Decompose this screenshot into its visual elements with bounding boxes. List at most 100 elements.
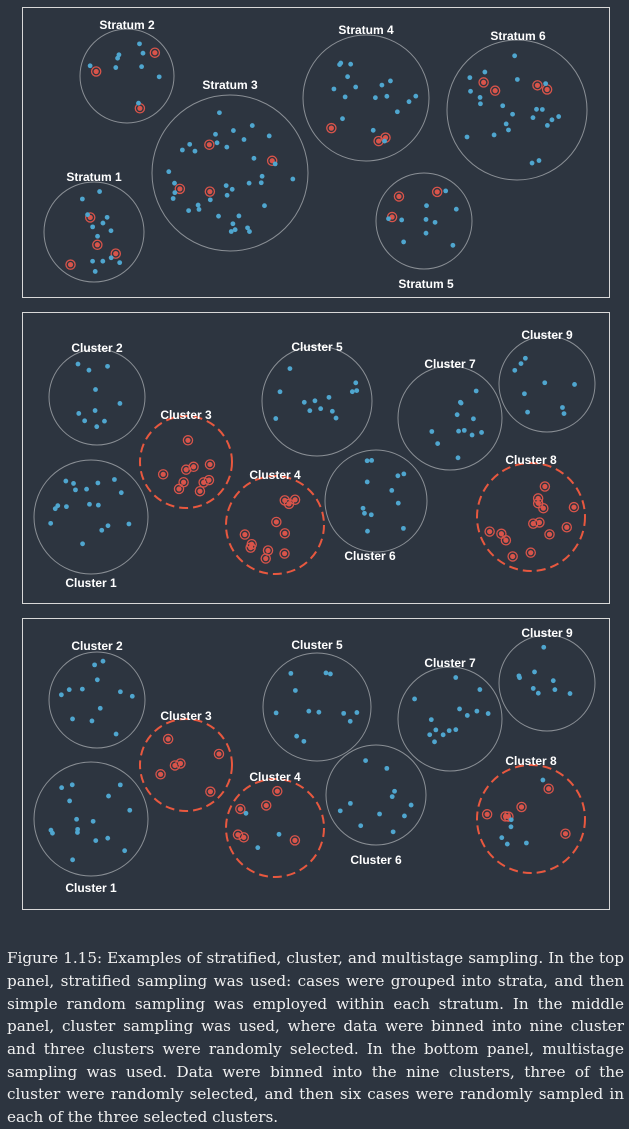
data-point [424, 203, 429, 209]
data-point [187, 141, 193, 147]
sampled-point [160, 471, 166, 477]
sampled-point [235, 832, 241, 838]
data-point [276, 831, 282, 837]
sampled-point-ring [203, 474, 215, 486]
sampled-point-ring [393, 191, 405, 202]
data-point [363, 758, 368, 763]
sampled-point-ring [194, 485, 206, 497]
data-point [450, 242, 456, 248]
data-point [474, 708, 480, 714]
data-point [266, 133, 272, 139]
data-point [223, 183, 229, 188]
stratum-4-label: Stratum 4 [338, 23, 394, 37]
data-point [95, 480, 101, 486]
sampled-point-ring [525, 547, 536, 558]
data-point [247, 229, 252, 234]
data-point [530, 686, 536, 691]
sampled-point [487, 528, 493, 535]
sampled-point-ring [489, 85, 501, 96]
cluster-1-group: Cluster 1 [33, 761, 149, 895]
data-point [364, 479, 370, 485]
data-point [353, 84, 359, 90]
data-point [337, 808, 343, 814]
sampled-point-ring [431, 186, 443, 198]
cluster-4-boundary [225, 475, 325, 575]
sampled-point-ring [481, 809, 493, 820]
data-point [75, 826, 81, 832]
sampled-point-ring [532, 493, 544, 504]
data-point [213, 131, 218, 137]
sampled-point [94, 242, 100, 248]
sampled-point-ring [204, 459, 216, 470]
cluster-2-boundary [48, 651, 146, 749]
cluster-7-label: Cluster 7 [424, 357, 476, 371]
data-point [172, 180, 177, 186]
data-point [228, 229, 234, 234]
sampled-point-ring [205, 786, 216, 797]
sampled-point-ring [174, 183, 186, 195]
cluster-3-boundary [139, 718, 233, 812]
stratum-6-group: Stratum 6 [446, 29, 588, 181]
sampled-point [562, 831, 569, 837]
sampled-point [183, 467, 189, 473]
data-point [457, 706, 462, 712]
data-point [529, 160, 535, 166]
data-point [349, 389, 355, 395]
data-point [384, 765, 390, 771]
cluster-3-label: Cluster 3 [160, 408, 212, 422]
sampled-point-ring [149, 47, 161, 58]
data-point [341, 710, 347, 716]
data-point [464, 134, 470, 140]
data-point [379, 82, 385, 88]
data-point [541, 644, 547, 650]
cluster-5-group: Cluster 5 [261, 340, 373, 457]
data-point [340, 116, 345, 122]
data-point [364, 458, 370, 464]
sampled-point [185, 437, 191, 443]
sampled-point-ring [271, 516, 282, 528]
cluster-diagram: Cluster 1 Cluster 2 Cluster 3 Cluster 4 Clus… [33, 328, 596, 590]
sampled-point [281, 550, 288, 557]
data-point [506, 127, 511, 133]
data-point [338, 60, 344, 66]
data-point [262, 203, 267, 209]
sampled-point-ring [266, 155, 278, 167]
cluster-2-boundary [48, 348, 146, 446]
sampled-point [536, 519, 543, 526]
data-point [97, 189, 102, 194]
data-point [518, 361, 524, 366]
data-point [95, 502, 101, 508]
sampled-point [286, 501, 292, 507]
data-point [354, 388, 360, 393]
sampled-point-ring [568, 501, 580, 513]
data-point [455, 455, 461, 461]
data-point [115, 55, 120, 61]
data-point [512, 53, 518, 59]
cluster-4-label: Cluster 4 [249, 770, 301, 784]
data-point [394, 109, 400, 115]
data-point [423, 230, 429, 236]
data-point [477, 95, 483, 100]
sampled-point-ring [561, 521, 573, 533]
data-point [166, 169, 172, 175]
data-point [64, 504, 69, 510]
data-point [467, 75, 473, 81]
data-point [192, 148, 198, 154]
sampled-point-ring [478, 77, 489, 88]
cluster-3-group: Cluster 3 [139, 709, 233, 812]
data-point [73, 487, 78, 493]
sampled-point-ring [235, 803, 246, 815]
data-point [186, 208, 192, 214]
data-point [129, 693, 135, 699]
sampled-point [269, 158, 275, 164]
stratum-2-boundary [79, 28, 175, 124]
data-point [395, 473, 401, 479]
sampled-point [157, 771, 164, 777]
data-point [561, 411, 567, 417]
cluster-9-group: Cluster 9 [498, 328, 596, 433]
sampled-point-ring [484, 526, 495, 537]
data-point [277, 389, 283, 395]
data-point [100, 258, 106, 264]
sampled-point [292, 837, 298, 843]
cluster-5-label: Cluster 5 [291, 340, 343, 354]
